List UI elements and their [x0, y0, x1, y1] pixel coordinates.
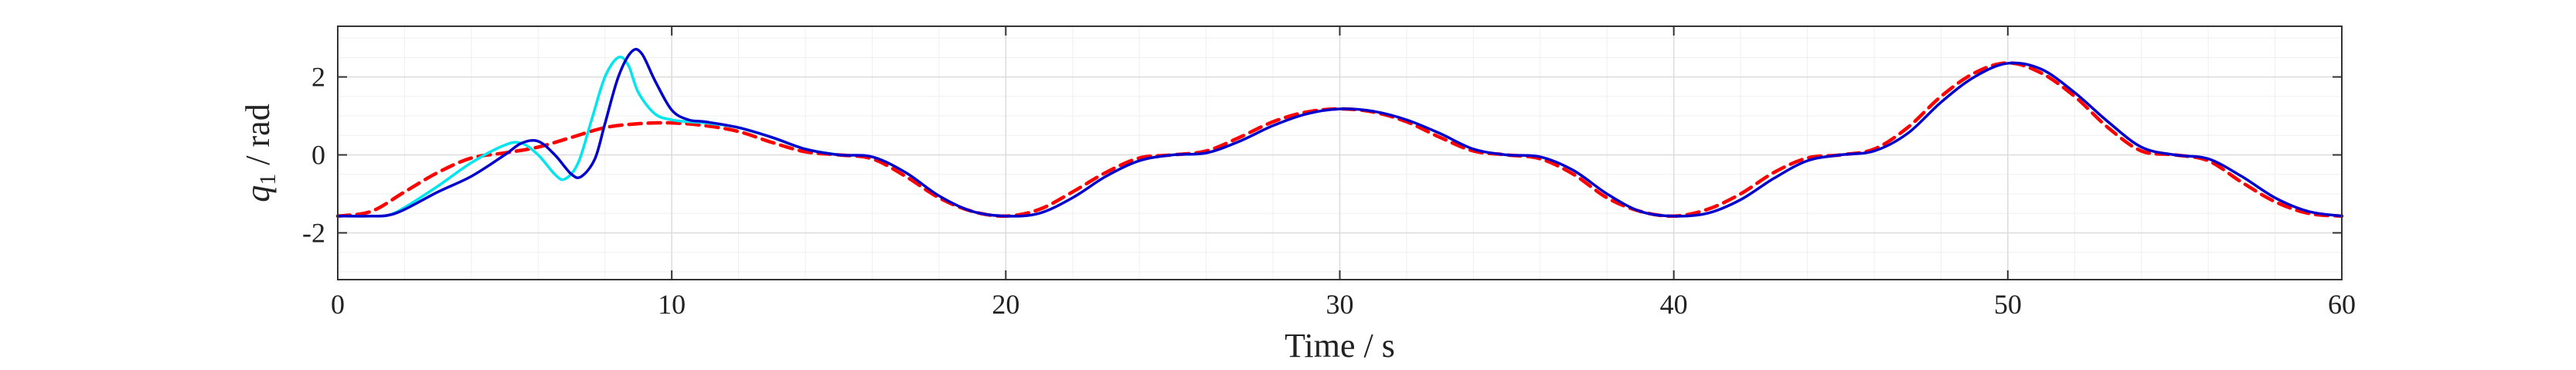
y-axis-subscript: 1 [255, 174, 281, 185]
y-axis-label: q1 / rad [239, 104, 281, 202]
series-layer [335, 47, 2344, 219]
series-line-2 [336, 56, 840, 218]
axis-ticks [337, 26, 2343, 280]
x-tick-label: 50 [1994, 289, 2022, 320]
y-axis-unit: / rad [239, 104, 277, 173]
x-tick-label: 60 [2328, 289, 2356, 320]
y-tick-labels: -2 0 2 [302, 62, 325, 249]
x-axis-label: Time / s [1285, 327, 1395, 365]
y-tick-label: 2 [311, 62, 325, 93]
x-tick-label: 30 [1326, 289, 1354, 320]
y-axis-symbol: q [239, 185, 277, 202]
major-grid [337, 26, 2343, 280]
x-tick-label: 10 [658, 289, 686, 320]
x-tick-label: 0 [331, 289, 345, 320]
x-tick-labels: 0 10 20 30 40 50 60 [331, 289, 2356, 320]
y-tick-label: 0 [311, 140, 325, 171]
x-tick-label: 40 [1660, 289, 1688, 320]
series-line-3 [336, 47, 2343, 218]
y-tick-label: -2 [302, 217, 325, 248]
series-line-1 [335, 61, 2344, 219]
x-tick-label: 20 [992, 289, 1019, 320]
